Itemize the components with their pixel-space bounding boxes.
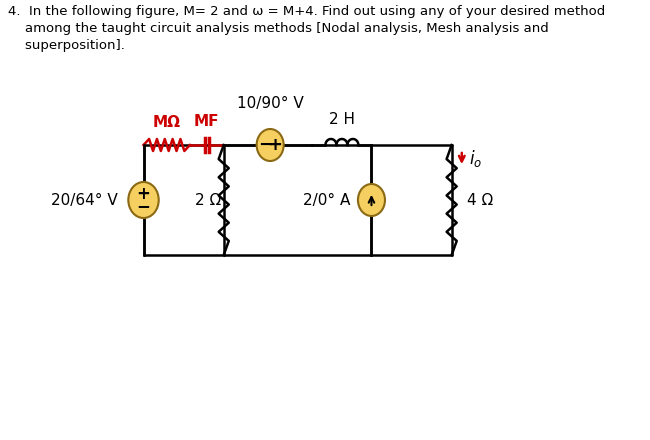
- Text: 2 Ω: 2 Ω: [196, 193, 222, 208]
- Text: 4 Ω: 4 Ω: [467, 193, 493, 208]
- Text: among the taught circuit analysis methods [Nodal analysis, Mesh analysis and: among the taught circuit analysis method…: [8, 22, 549, 35]
- Circle shape: [128, 182, 159, 218]
- Text: 2 H: 2 H: [329, 112, 355, 127]
- Text: −: −: [258, 136, 274, 154]
- Text: MF: MF: [194, 114, 220, 129]
- Text: +: +: [267, 136, 282, 154]
- Text: 20/64° V: 20/64° V: [51, 193, 118, 208]
- Text: 10/90° V: 10/90° V: [237, 96, 304, 111]
- Text: −: −: [136, 197, 150, 215]
- Text: $i_o$: $i_o$: [469, 148, 482, 169]
- Text: 2/0° A: 2/0° A: [303, 193, 350, 208]
- Text: MΩ: MΩ: [153, 115, 181, 130]
- Text: +: +: [136, 185, 150, 203]
- Circle shape: [358, 184, 385, 216]
- Text: superposition].: superposition].: [8, 39, 125, 52]
- Text: 4.  In the following figure, M= 2 and ω = M+4. Find out using any of your desire: 4. In the following figure, M= 2 and ω =…: [8, 5, 606, 18]
- Circle shape: [257, 129, 283, 161]
